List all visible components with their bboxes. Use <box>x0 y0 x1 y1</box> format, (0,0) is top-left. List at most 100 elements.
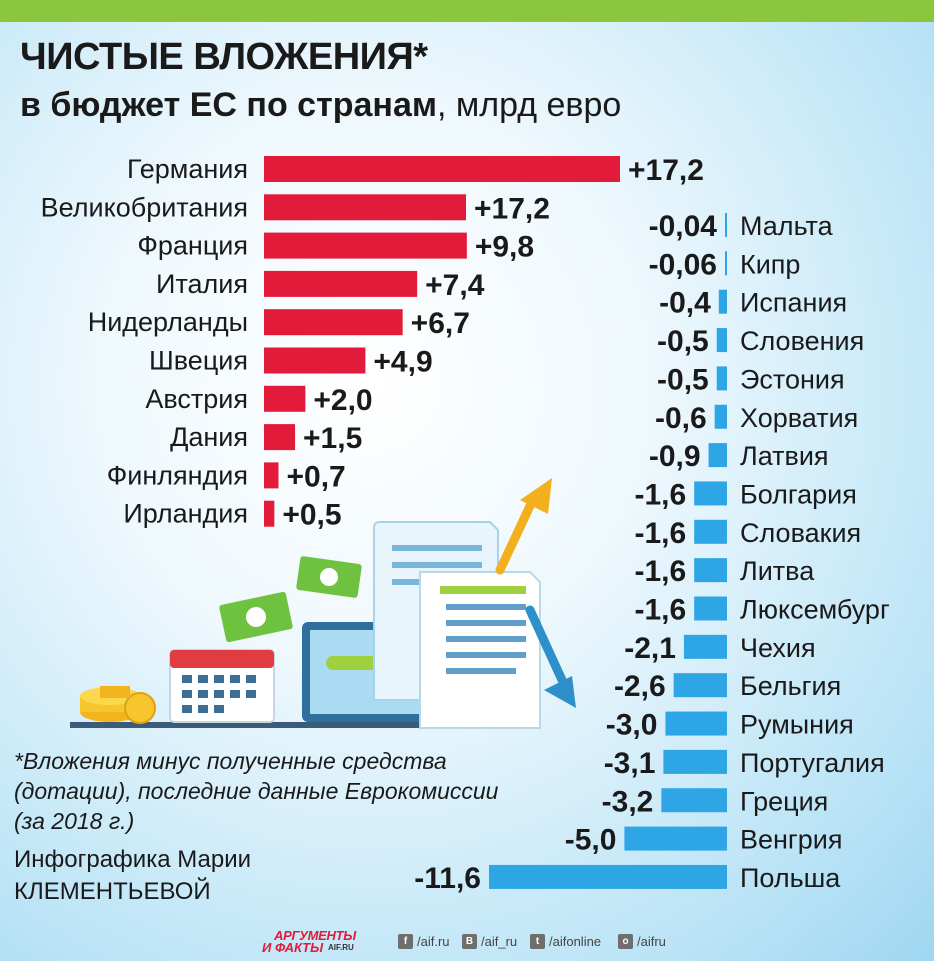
bar <box>264 270 418 297</box>
data-label: +9,8 <box>475 231 534 264</box>
category-label: Словения <box>740 326 864 356</box>
bar <box>673 673 727 698</box>
logo-line-1: АРГУМЕНТЫ <box>274 928 356 943</box>
category-label: Румыния <box>740 710 854 740</box>
bar <box>489 864 727 889</box>
bar <box>264 232 467 259</box>
bar <box>624 826 727 851</box>
category-label: Греция <box>740 786 828 816</box>
arrow-up-icon <box>495 478 552 575</box>
social-link-twitter[interactable]: t/aifonline <box>530 933 601 951</box>
bar <box>264 462 279 489</box>
data-label: +6,7 <box>411 307 470 340</box>
category-label: Нидерланды <box>88 307 248 337</box>
bar <box>661 788 727 813</box>
data-label: -0,5 <box>657 325 709 358</box>
category-label: Финляндия <box>107 460 248 490</box>
social-handle: /aifru <box>637 934 666 950</box>
top-accent-bar <box>0 0 934 22</box>
data-label: -2,6 <box>614 670 666 703</box>
chart-subtitle: в бюджет ЕС по странам, млрд евро <box>20 86 621 125</box>
logo-line-2: И ФАКТЫ <box>262 940 324 955</box>
data-label: +1,5 <box>303 422 362 455</box>
coins-icon <box>80 686 156 724</box>
category-label: Португалия <box>740 748 885 778</box>
social-handle: /aif_ru <box>481 934 518 950</box>
category-label: Германия <box>127 154 248 184</box>
bar <box>694 558 727 583</box>
bar <box>663 749 727 774</box>
bar <box>716 328 727 353</box>
data-label: -11,6 <box>414 862 481 895</box>
data-label: -1,6 <box>634 478 686 511</box>
bar <box>264 424 296 451</box>
category-label: Австрия <box>145 384 248 414</box>
category-label: Бельгия <box>740 671 841 701</box>
category-label: Венгрия <box>740 825 843 855</box>
desk-line <box>70 722 460 728</box>
banknote-icon <box>219 591 293 643</box>
author-credit: Инфографика Марии КЛЕМЕНТЬЕВОЙ <box>14 846 252 905</box>
vk-icon: В <box>462 934 477 950</box>
subtitle-unit: , млрд евро <box>437 86 622 124</box>
data-label: -5,0 <box>565 824 617 857</box>
bar <box>694 481 727 506</box>
data-label: -0,06 <box>649 248 717 281</box>
data-label: -1,6 <box>634 517 686 550</box>
category-label: Великобритания <box>41 192 248 222</box>
data-label: +7,4 <box>425 269 485 302</box>
bar <box>694 519 727 544</box>
data-label: -0,5 <box>657 363 709 396</box>
bar <box>716 366 727 391</box>
contributors-series: Германия +17,2 Великобритания +17,2 Франция +… <box>41 154 704 532</box>
category-label: Хорватия <box>740 403 858 433</box>
document-icon <box>419 571 541 729</box>
bar <box>264 309 403 336</box>
data-label: -3,1 <box>604 747 656 780</box>
data-label: -1,6 <box>634 555 686 588</box>
category-label: Италия <box>156 269 248 299</box>
chart-title: ЧИСТЫЕ ВЛОЖЕНИЯ* <box>20 36 428 78</box>
social-link-vk[interactable]: В/aif_ru <box>462 933 517 951</box>
social-handle: /aifonline <box>549 934 602 950</box>
budget-illustration <box>70 478 576 729</box>
logo-site: AIF.RU <box>328 943 354 952</box>
data-label: -2,1 <box>624 632 676 665</box>
category-label: Болгария <box>740 479 857 509</box>
data-label: +0,5 <box>282 499 341 532</box>
bar <box>264 156 620 182</box>
category-label: Польша <box>740 863 841 893</box>
calendar-icon <box>169 649 275 723</box>
subtitle-bold: в бюджет ЕС по странам <box>20 86 437 124</box>
social-handle: /aif.ru <box>417 934 450 950</box>
footnote: *Вложения минус полученные средства (дот… <box>14 748 499 834</box>
data-label: -3,0 <box>606 709 658 742</box>
banknote-icon <box>296 556 362 598</box>
arrow-down-icon <box>525 605 576 708</box>
category-label: Мальта <box>740 211 834 241</box>
category-label: Франция <box>137 231 248 261</box>
bar <box>725 251 727 276</box>
category-label: Латвия <box>740 441 829 471</box>
category-label: Кипр <box>740 249 800 279</box>
aif-logo[interactable]: АРГУМЕНТЫ И ФАКТЫ AIF.RU <box>262 928 384 955</box>
category-label: Люксембург <box>740 595 890 625</box>
data-label: +17,2 <box>474 192 550 225</box>
category-label: Швеция <box>149 346 248 376</box>
social-link-facebook[interactable]: f/aif.ru <box>398 933 450 951</box>
footer: АРГУМЕНТЫ И ФАКТЫ AIF.RU f/aif.ru В/aif_… <box>0 918 934 961</box>
data-label: -3,2 <box>602 785 654 818</box>
category-label: Ирландия <box>123 499 248 529</box>
odnoklassniki-icon: о <box>618 934 633 950</box>
bar <box>708 443 727 468</box>
data-label: -1,6 <box>634 594 686 627</box>
category-label: Словакия <box>740 518 861 548</box>
social-link-odnoklassniki[interactable]: о/aifru <box>618 933 666 951</box>
category-label: Дания <box>170 422 248 452</box>
twitter-icon: t <box>530 934 545 950</box>
bar <box>264 500 275 527</box>
bar <box>714 404 727 429</box>
bar <box>665 711 727 736</box>
bar <box>718 289 727 314</box>
recipients-series: -0,04 Мальта -0,06 Кипр -0,4 Испания -0,5 Слове… <box>414 210 890 895</box>
